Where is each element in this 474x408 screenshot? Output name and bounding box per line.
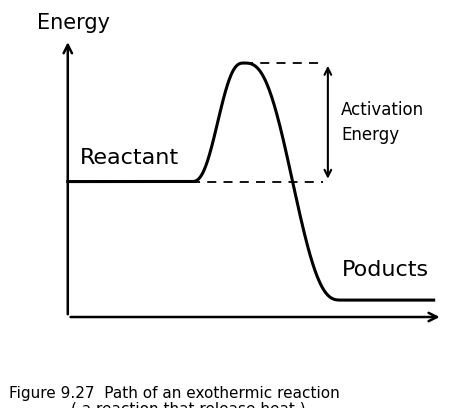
Text: Energy: Energy — [37, 13, 110, 33]
Text: Activation
Energy: Activation Energy — [341, 101, 424, 144]
Text: Poducts: Poducts — [342, 260, 429, 280]
Text: Reactant: Reactant — [80, 148, 179, 168]
Text: ( a reaction that release heat ): ( a reaction that release heat ) — [71, 402, 306, 408]
Text: Figure 9.27  Path of an exothermic reaction: Figure 9.27 Path of an exothermic reacti… — [9, 386, 340, 401]
